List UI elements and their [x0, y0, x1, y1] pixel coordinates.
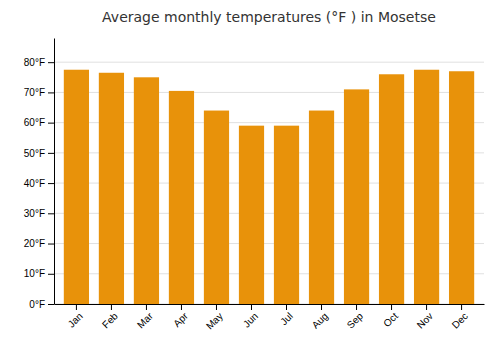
y-tick-mark: [48, 62, 54, 63]
x-tick: Sep: [345, 304, 366, 331]
x-tick-label: Jul: [278, 310, 295, 327]
bar: [134, 77, 159, 304]
y-tick: 60°F: [24, 117, 54, 128]
x-tick-label: Apr: [171, 310, 190, 329]
x-tick-label: Jun: [241, 310, 260, 329]
bar: [379, 74, 404, 304]
x-tick: May: [204, 304, 225, 332]
x-tick: Jul: [278, 304, 295, 327]
y-tick-label: 70°F: [24, 87, 45, 98]
bar: [344, 89, 369, 304]
bar: [64, 70, 89, 304]
x-tick-label: Dec: [450, 310, 470, 330]
y-tick-label: 20°F: [24, 238, 45, 249]
y-tick: 50°F: [24, 148, 54, 159]
bar: [449, 71, 474, 304]
y-tick-label: 30°F: [24, 208, 45, 219]
x-axis-line: [55, 304, 485, 305]
y-tick: 70°F: [24, 87, 54, 98]
y-tick: 30°F: [24, 208, 54, 219]
chart-svg: 0°F 10°F 20°F 30°F 40°F 50°F 60°F 70°F 80°F Jan Fe…: [0, 0, 500, 350]
chart-container: 0°F 10°F 20°F 30°F 40°F 50°F 60°F 70°F 80°F Jan Fe…: [0, 0, 500, 350]
y-tick-mark: [48, 213, 54, 214]
x-tick-mark: [356, 304, 357, 310]
bar: [169, 91, 194, 304]
x-tick: Jun: [241, 304, 260, 330]
x-tick: Mar: [135, 304, 155, 330]
x-axis: Jan Feb Mar Apr May Jun Jul Aug Sep Oct Nov Dec: [55, 304, 485, 332]
y-tick: 0°F: [29, 299, 54, 310]
x-tick: Jan: [66, 304, 85, 330]
y-tick: 20°F: [24, 238, 54, 249]
x-tick: Feb: [100, 304, 120, 330]
y-axis-line: [54, 39, 55, 305]
y-tick-label: 50°F: [24, 148, 45, 159]
y-tick-label: 10°F: [24, 268, 45, 279]
x-tick-mark: [76, 304, 77, 310]
y-tick-mark: [48, 244, 54, 245]
bar: [309, 111, 334, 304]
bar: [99, 73, 124, 304]
y-tick-label: 60°F: [24, 117, 45, 128]
y-axis: 0°F 10°F 20°F 30°F 40°F 50°F 60°F 70°F 80°F: [24, 39, 55, 310]
bar: [274, 126, 299, 304]
x-tick: Apr: [171, 304, 190, 329]
x-tick-mark: [181, 304, 182, 310]
x-tick-label: Aug: [310, 310, 330, 330]
y-tick-mark: [48, 153, 54, 154]
x-tick-mark: [251, 304, 252, 310]
bar: [414, 70, 439, 304]
bar: [239, 126, 264, 304]
grid: [54, 62, 484, 304]
y-tick: 40°F: [24, 178, 54, 189]
y-tick-mark: [48, 123, 54, 124]
x-tick: Aug: [310, 304, 330, 331]
x-tick-label: Nov: [415, 310, 435, 330]
y-tick-mark: [48, 183, 54, 184]
x-tick-mark: [461, 304, 462, 310]
y-tick: 80°F: [24, 57, 54, 68]
x-tick-label: Sep: [345, 310, 366, 331]
x-tick: Dec: [450, 304, 470, 331]
x-tick-label: Oct: [381, 310, 400, 329]
bar: [204, 111, 229, 304]
x-tick: Oct: [381, 304, 400, 329]
x-tick-label: Mar: [135, 310, 155, 330]
y-tick-label: 40°F: [24, 178, 45, 189]
bars: [64, 70, 474, 304]
y-tick-mark: [48, 92, 54, 93]
x-tick-label: May: [204, 310, 225, 331]
x-tick-mark: [286, 304, 287, 310]
y-tick-mark: [48, 304, 54, 305]
x-tick-label: Jan: [66, 310, 85, 329]
x-tick-mark: [391, 304, 392, 310]
y-tick-label: 0°F: [29, 299, 45, 310]
y-tick: 10°F: [24, 268, 54, 279]
y-tick-label: 80°F: [24, 57, 45, 68]
x-tick-mark: [426, 304, 427, 310]
x-tick-mark: [321, 304, 322, 310]
x-tick-label: Feb: [100, 310, 120, 330]
title: Average monthly temperatures (°F ) in Mo…: [102, 9, 436, 25]
x-tick: Nov: [415, 304, 435, 331]
x-tick-mark: [111, 304, 112, 310]
y-tick-mark: [48, 274, 54, 275]
x-tick-mark: [216, 304, 217, 310]
grid-line: [54, 62, 484, 63]
x-tick-mark: [146, 304, 147, 310]
